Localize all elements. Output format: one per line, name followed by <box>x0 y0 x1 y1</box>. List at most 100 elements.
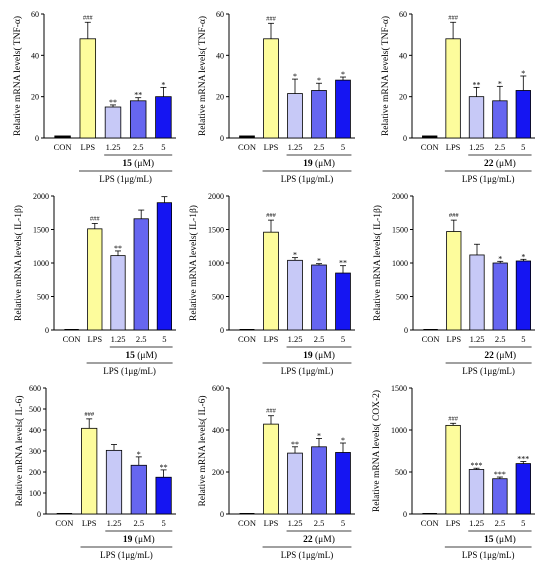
significance-5: * <box>521 252 525 261</box>
bar-5 <box>156 202 172 331</box>
category-label-5: 5 <box>162 334 166 344</box>
category-label-2.5: 2.5 <box>133 142 144 152</box>
compound-number: 19 <box>303 351 313 361</box>
bar-5 <box>335 79 351 139</box>
y-tick-label: 500 <box>37 293 49 302</box>
significance-1.25: ** <box>109 98 117 107</box>
bar-2.5 <box>129 100 147 139</box>
y-tick-label: 1000 <box>208 259 224 268</box>
bar-5 <box>515 260 531 331</box>
category-label-1.25: 1.25 <box>107 518 122 528</box>
significance-5: *** <box>517 455 529 464</box>
y-tick-label: 1500 <box>392 226 408 235</box>
y-axis-title: Relative mRNA levels( TNF-α) <box>12 16 23 136</box>
category-label-CON: CON <box>63 334 81 344</box>
chart-panel-9: 0 500 1000 1500 Relative mRNA levels( COX-2)… <box>371 384 535 560</box>
y-tick-label: 60 <box>216 10 224 19</box>
y-axis-title: Relative mRNA levels( IL-1β) <box>188 205 199 321</box>
bar-1.25 <box>287 452 303 515</box>
bar-2.5 <box>133 218 149 331</box>
bar-2.5 <box>311 446 327 515</box>
compound-label: 15 (μM) <box>122 158 154 169</box>
compound-number: 22 <box>484 159 494 169</box>
bar-5 <box>155 96 172 139</box>
bar-5 <box>155 476 172 515</box>
bar-CON <box>422 135 438 139</box>
bar-LPS <box>263 423 279 515</box>
bar-5 <box>335 452 351 515</box>
compound-label: 22 (μM) <box>484 350 516 361</box>
bar-5 <box>515 463 531 515</box>
category-label-5: 5 <box>521 334 525 344</box>
significance-LPS: ### <box>84 411 95 418</box>
lps-label: LPS (1μg/mL) <box>462 174 515 184</box>
y-tick-label: 200 <box>212 468 224 477</box>
significance-LPS: ### <box>83 14 94 21</box>
significance-2.5: * <box>137 450 141 459</box>
chart-panel-1: 0 20 40 60 Relative mRNA levels( TNF-α) CON ##… <box>12 10 176 184</box>
compound-unit: (μM) <box>132 534 154 545</box>
y-tick-label: 0 <box>37 510 41 519</box>
y-tick-label: 400 <box>212 426 224 435</box>
bar-CON <box>64 329 79 330</box>
y-tick-label: 1000 <box>392 259 408 268</box>
significance-2.5: *** <box>494 470 506 479</box>
y-tick-label: 40 <box>399 51 407 60</box>
significance-2.5: ** <box>134 91 142 100</box>
y-axis-title: Relative mRNA levels( TNF-α) <box>197 16 208 136</box>
significance-LPS: ### <box>448 415 459 422</box>
bar-CON <box>239 135 255 139</box>
significance-5: * <box>521 69 525 78</box>
y-tick-label: 500 <box>212 293 224 302</box>
lps-label: LPS (1μg/mL) <box>99 174 152 184</box>
category-label-1.25: 1.25 <box>288 334 303 344</box>
bar-LPS <box>263 38 279 139</box>
significance-1.25: * <box>293 72 297 81</box>
category-label-5: 5 <box>341 142 345 152</box>
y-tick-label: 40 <box>31 51 39 60</box>
bar-1.25 <box>104 106 122 139</box>
bar-LPS <box>445 38 461 139</box>
compound-label: 22 (μM) <box>303 534 335 545</box>
bar-2.5 <box>492 262 508 331</box>
category-label-5: 5 <box>161 518 165 528</box>
bar-CON <box>422 513 437 514</box>
category-label-CON: CON <box>238 518 256 528</box>
bar-CON <box>54 135 71 139</box>
significance-LPS: ### <box>266 15 277 22</box>
y-tick-label: 0 <box>404 326 408 335</box>
significance-LPS: ### <box>90 215 101 222</box>
significance-2.5: * <box>317 76 321 85</box>
compound-number: 19 <box>123 535 133 545</box>
significance-1.25: ** <box>291 440 299 449</box>
chart-panel-4: 0 500 1000 1500 2000 Relative mRNA levels( IL… <box>13 192 176 376</box>
significance-LPS: ### <box>449 212 460 219</box>
category-label-LPS: LPS <box>264 142 279 152</box>
bar-2.5 <box>311 264 327 331</box>
compound-label: 15 (μM) <box>484 534 516 545</box>
bar-LPS <box>79 38 97 139</box>
category-label-CON: CON <box>421 518 439 528</box>
significance-1.25: *** <box>471 461 483 470</box>
y-tick-label: 0 <box>35 134 39 143</box>
category-label-CON: CON <box>55 518 73 528</box>
y-tick-label: 1000 <box>391 426 407 435</box>
category-label-CON: CON <box>422 334 440 344</box>
bar-1.25 <box>110 255 126 331</box>
y-axis-title: Relative mRNA levels( IL-1β) <box>372 205 383 321</box>
category-label-LPS: LPS <box>446 334 461 344</box>
y-axis-title: Relative mRNA levels( TNF-α) <box>380 16 391 136</box>
category-label-2.5: 2.5 <box>314 518 325 528</box>
compound-label: 19 (μM) <box>123 534 155 545</box>
compound-unit: (μM) <box>135 350 157 361</box>
category-label-LPS: LPS <box>446 142 461 152</box>
bar-CON <box>56 513 73 514</box>
significance-1.25: * <box>293 251 297 260</box>
compound-unit: (μM) <box>494 534 516 545</box>
significance-5: * <box>341 436 345 445</box>
category-label-LPS: LPS <box>82 518 97 528</box>
significance-2.5: * <box>317 257 321 266</box>
bar-LPS <box>87 228 103 331</box>
compound-label: 15 (μM) <box>125 350 157 361</box>
